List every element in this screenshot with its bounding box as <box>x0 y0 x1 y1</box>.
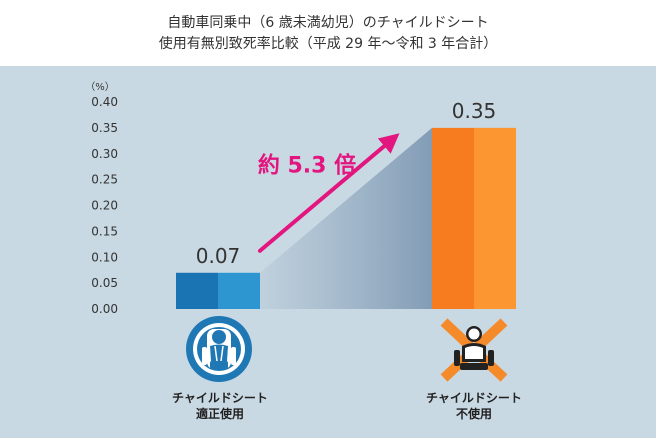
comparison-shade <box>260 127 432 309</box>
child-seat-in-use-icon <box>186 316 252 382</box>
y-tick-label: 0.10 <box>91 250 118 264</box>
y-axis-unit-label: （%） <box>85 81 115 93</box>
chart-title-line-1: 自動車同乗中（6 歳未満幼児）のチャイルドシート <box>167 15 489 31</box>
bar-value-label: 0.07 <box>196 244 241 268</box>
category-label-not-used-line-2: 不使用 <box>456 406 492 421</box>
ratio-annotation: 約 5.3 倍 <box>258 152 356 178</box>
bar <box>432 127 516 309</box>
y-tick-label: 0.25 <box>91 173 118 187</box>
bar-right-half <box>474 127 516 309</box>
category-label-in-use-line-2: 適正使用 <box>196 406 244 421</box>
y-tick-label: 0.40 <box>91 95 118 109</box>
bar-value-label: 0.35 <box>452 99 497 123</box>
category-label-in-use-line-1: チャイルドシート <box>172 391 268 405</box>
y-tick-label: 0.00 <box>91 302 118 316</box>
bar-right-half <box>218 272 260 309</box>
increase-arrow <box>258 133 400 253</box>
y-tick-label: 0.30 <box>91 147 118 161</box>
y-tick-label: 0.05 <box>91 276 118 290</box>
bar-left-half <box>176 272 218 309</box>
chart-title-line-2: 使用有無別致死率比較（平成 29 年〜令和 3 年合計） <box>158 36 498 52</box>
child-seat-not-used-icon <box>440 318 508 382</box>
category-label-not-used-line-1: チャイルドシート <box>426 391 522 405</box>
bar-left-half <box>432 127 474 309</box>
y-tick-label: 0.20 <box>91 199 118 213</box>
bar <box>176 272 260 309</box>
y-tick-label: 0.15 <box>91 224 118 238</box>
y-tick-label: 0.35 <box>91 121 118 135</box>
